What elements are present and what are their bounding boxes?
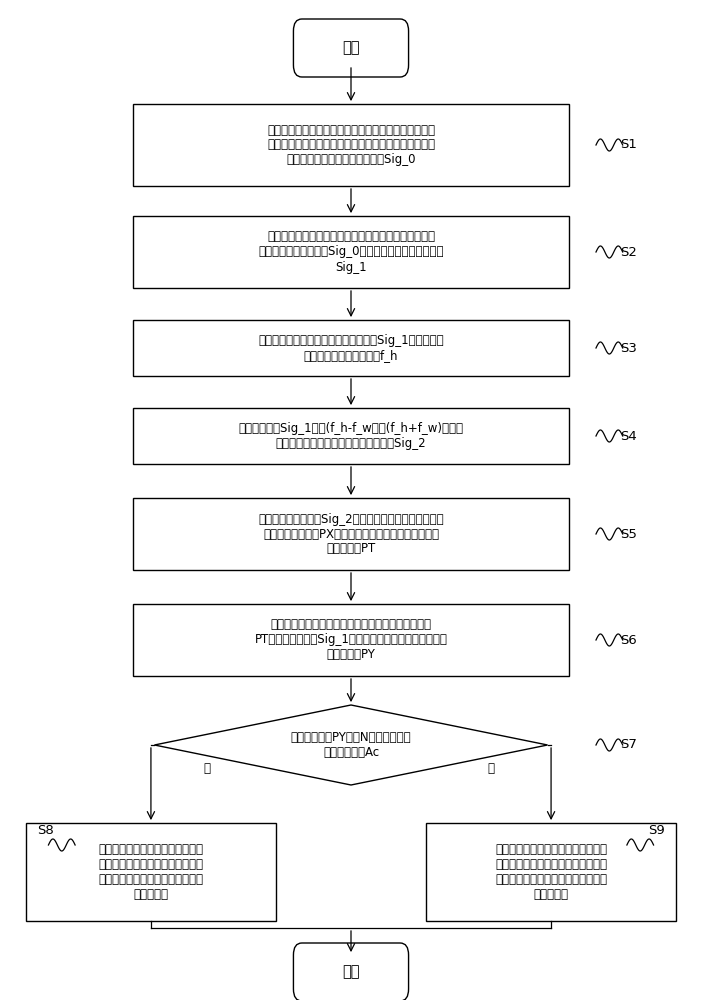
Bar [133,408,569,464]
Text: 判定轨道车辆的转向架在蛇行运动过
程中处于稳定性不正常的状态，并输
出转向架在蛇行运动过程中对应的失
稳报警信息: 判定轨道车辆的转向架在蛇行运动过 程中处于稳定性不正常的状态，并输 出转向架在蛇… [495,843,607,901]
Bar [133,104,569,186]
Text: 利用预定的蛇行主频振荡周期比例规则基于时间序列
PT，对滤波后信号Sig_1进行连续峰值提取，从而得到第
二峰值序列PY: 利用预定的蛇行主频振荡周期比例规则基于时间序列 PT，对滤波后信号Sig_1进行… [255,618,447,662]
Text: 开始: 开始 [343,40,359,55]
Text: S9: S9 [648,824,665,836]
Bar [133,320,569,376]
Text: S5: S5 [620,528,637,540]
Polygon shape [154,705,548,785]
Text: 结束: 结束 [343,964,359,980]
Bar [133,216,569,288]
Text: 在预定的频率识别范围内对滤波后信号Sig_1进行蛇行主
频率识别得到蛇行主频率f_h: 在预定的频率识别范围内对滤波后信号Sig_1进行蛇行主 频率识别得到蛇行主频率f… [258,334,444,362]
Bar [27,823,275,921]
Text: S3: S3 [620,342,637,355]
Text: 判定轨道车辆的转向架在蛇行运动
过程中处于稳定性正常的状态，并
输出转向架在蛇行运动过程中对应
的稳定信息: 判定轨道车辆的转向架在蛇行运动 过程中处于稳定性正常的状态，并 输出转向架在蛇行… [98,843,204,901]
Text: S8: S8 [37,824,54,836]
Bar [133,498,569,570]
Text: S4: S4 [620,430,637,442]
Text: 否: 否 [204,762,211,774]
Text: 利用加速度传感器实时获取轨道车辆在运行过程中的构
架横向振动加速度信号，对该构架横向振动加速度信号
进行采样，得到原始采样信号为Sig_0: 利用加速度传感器实时获取轨道车辆在运行过程中的构 架横向振动加速度信号，对该构架… [267,123,435,166]
Text: S2: S2 [620,245,637,258]
Text: S7: S7 [620,738,637,752]
Text: S6: S6 [620,634,637,647]
Bar [133,604,569,676]
Text: S1: S1 [620,138,637,151]
Text: 对构架蛇行主频信号Sig_2进行时间域上的连续峰值提取
得到第一峰值序列PX，并根据该第一峰值序列获取对应
的时间序列PT: 对构架蛇行主频信号Sig_2进行时间域上的连续峰值提取 得到第一峰值序列PX，并… [258,512,444,556]
Text: 第二峰值序列PY中有N个连续的峰值
均不小于阈值Ac: 第二峰值序列PY中有N个连续的峰值 均不小于阈值Ac [291,731,411,759]
Text: 对滤波后信号Sig_1进行(f_h-f_w）～(f_h+f_w)频段的
宽带带通滤波，得到构架蛇行主频信号Sig_2: 对滤波后信号Sig_1进行(f_h-f_w）～(f_h+f_w)频段的 宽带带通… [239,422,463,450]
Text: 基于蛇行运动高阶奇次谐波特性通过预定的宽带带通滤
波方法对原始采样信号Sig_0进行滤波，得到滤波后信号
Sig_1: 基于蛇行运动高阶奇次谐波特性通过预定的宽带带通滤 波方法对原始采样信号Sig_0… [258,231,444,273]
Bar [427,823,675,921]
FancyBboxPatch shape [293,943,409,1000]
FancyBboxPatch shape [293,19,409,77]
Text: 是: 是 [488,762,495,774]
